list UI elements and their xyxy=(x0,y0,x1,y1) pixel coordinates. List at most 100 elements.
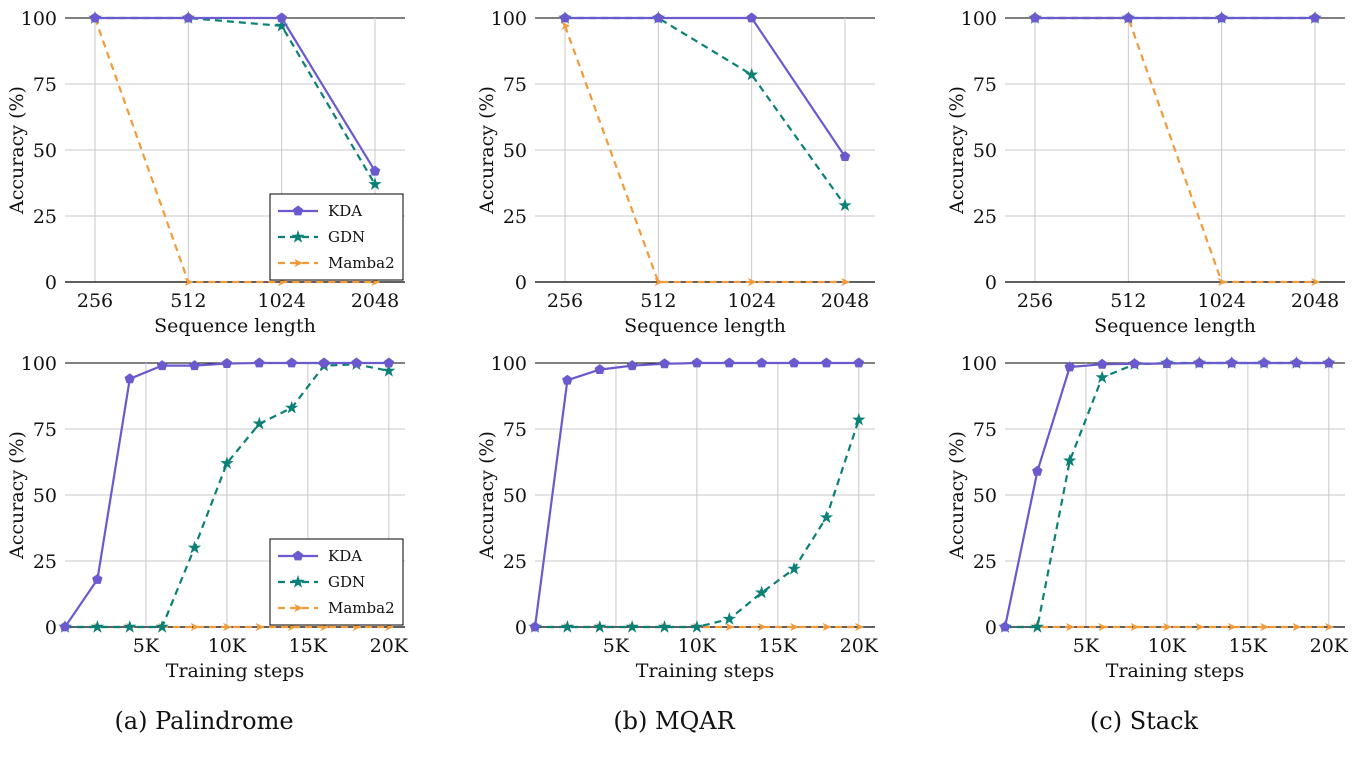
y-axis-label: Accuracy (%) xyxy=(476,86,498,215)
x-tick-label: 512 xyxy=(640,290,676,312)
y-tick-label: 75 xyxy=(503,74,527,96)
data-point-mamba2 xyxy=(1217,277,1227,287)
data-point-gdn xyxy=(560,620,574,633)
y-tick-label: 50 xyxy=(973,140,997,162)
series-gdn xyxy=(528,412,866,633)
data-point-gdn xyxy=(187,540,202,554)
y-tick-label: 100 xyxy=(21,8,57,30)
data-point-kda xyxy=(92,574,103,584)
data-point-mamba2 xyxy=(1163,622,1172,632)
series-mamba2 xyxy=(561,21,850,287)
legend-label-kda: KDA xyxy=(328,547,362,565)
y-tick-label: 25 xyxy=(33,551,57,573)
data-point-gdn xyxy=(722,612,737,625)
series-line-gdn xyxy=(65,363,390,629)
chart-panel-1: 0 25 50 75 100 256 512 1024 2048 Sequence length A… xyxy=(476,8,875,337)
data-point-mamba2 xyxy=(790,622,799,632)
y-axis-label: Accuracy (%) xyxy=(6,431,28,560)
y-tick-label: 0 xyxy=(985,617,997,639)
y-tick-label: 50 xyxy=(503,140,527,162)
data-point-gdn xyxy=(787,561,801,575)
data-point-kda xyxy=(821,357,832,368)
data-point-mamba2 xyxy=(1098,622,1108,632)
series-gdn xyxy=(88,11,382,191)
x-tick-label: 512 xyxy=(170,290,206,312)
data-point-kda xyxy=(221,358,233,368)
y-tick-label: 75 xyxy=(973,419,997,441)
data-point-kda xyxy=(1194,357,1205,368)
data-point-kda xyxy=(1291,357,1302,368)
chart-panel-4: 0 25 50 75 100 5K 10K 15K 20K Training steps Accur… xyxy=(476,353,879,682)
data-point-kda xyxy=(1161,358,1173,368)
y-tick-label: 0 xyxy=(515,272,527,294)
data-point-kda xyxy=(1029,12,1041,23)
data-point-gdn xyxy=(155,620,169,633)
x-tick-label: 2048 xyxy=(351,290,399,312)
data-point-gdn xyxy=(657,620,672,633)
data-point-gdn xyxy=(1095,370,1109,384)
x-tick-label: 1024 xyxy=(257,290,305,312)
y-tick-label: 75 xyxy=(33,419,57,441)
data-point-gdn xyxy=(852,412,866,426)
legend-marker-kda xyxy=(292,550,304,561)
x-tick-label: 2048 xyxy=(821,290,869,312)
x-axis-label: Training steps xyxy=(636,660,774,682)
x-tick-label: 10K xyxy=(208,635,247,657)
data-point-kda xyxy=(1323,357,1335,368)
series-kda xyxy=(999,357,1335,632)
data-point-gdn xyxy=(1030,620,1044,633)
data-point-mamba2 xyxy=(747,277,757,287)
series-line-gdn xyxy=(95,16,376,185)
caption-stack: (c) Stack xyxy=(1090,707,1199,735)
legend: KDA GDN Mamba2 xyxy=(269,193,404,281)
chart-panel-3: 0 25 50 75 100 5K 10K 15K 20K Training steps Accur… xyxy=(6,353,409,682)
data-point-gdn xyxy=(252,416,267,430)
data-point-mamba2 xyxy=(184,277,194,287)
data-point-mamba2 xyxy=(654,277,664,287)
y-tick-label: 100 xyxy=(961,353,997,375)
data-point-gdn xyxy=(625,620,639,633)
legend-marker-mamba2 xyxy=(294,258,303,268)
y-tick-label: 0 xyxy=(985,272,997,294)
y-axis-label: Accuracy (%) xyxy=(476,431,498,560)
x-tick-label: 15K xyxy=(1229,635,1268,657)
chart-panel-5: 0 25 50 75 100 5K 10K 15K 20K Training steps Accur… xyxy=(946,353,1349,682)
x-tick-label: 20K xyxy=(370,635,409,657)
x-axis-label: Sequence length xyxy=(624,315,786,337)
y-tick-label: 100 xyxy=(491,353,527,375)
data-point-kda xyxy=(254,357,265,368)
data-point-kda xyxy=(286,357,297,368)
series-line-gdn xyxy=(1005,361,1329,629)
series-kda xyxy=(559,12,851,161)
data-point-gdn xyxy=(285,400,299,414)
data-point-kda xyxy=(853,357,865,368)
legend-label-mamba2: Mamba2 xyxy=(328,254,395,272)
series-gdn xyxy=(558,11,852,212)
data-point-kda xyxy=(626,360,638,371)
x-axis-label: Sequence length xyxy=(154,315,316,337)
data-point-mamba2 xyxy=(841,277,850,287)
data-point-kda xyxy=(89,12,101,23)
caption-mqar: (b) MQAR xyxy=(613,707,735,735)
x-axis-label: Training steps xyxy=(166,660,304,682)
series-line-mamba2 xyxy=(563,25,845,284)
series-line-mamba2 xyxy=(93,17,375,284)
legend-marker-gdn xyxy=(291,230,305,243)
legend-label-kda: KDA xyxy=(328,202,362,220)
y-tick-label: 25 xyxy=(503,206,527,228)
data-point-gdn xyxy=(220,456,234,470)
data-point-mamba2 xyxy=(1260,622,1269,632)
y-tick-label: 100 xyxy=(21,353,57,375)
series-line-gdn xyxy=(565,16,846,207)
series-line-kda xyxy=(565,16,846,158)
x-tick-label: 256 xyxy=(547,290,583,312)
x-tick-label: 20K xyxy=(1310,635,1349,657)
series-kda xyxy=(529,357,865,632)
data-point-kda xyxy=(1032,465,1043,476)
x-tick-label: 256 xyxy=(77,290,113,312)
data-point-kda xyxy=(839,151,851,161)
series-kda xyxy=(1029,12,1321,23)
y-tick-label: 0 xyxy=(515,617,527,639)
data-point-gdn xyxy=(838,198,852,212)
x-tick-label: 1024 xyxy=(1197,290,1245,312)
